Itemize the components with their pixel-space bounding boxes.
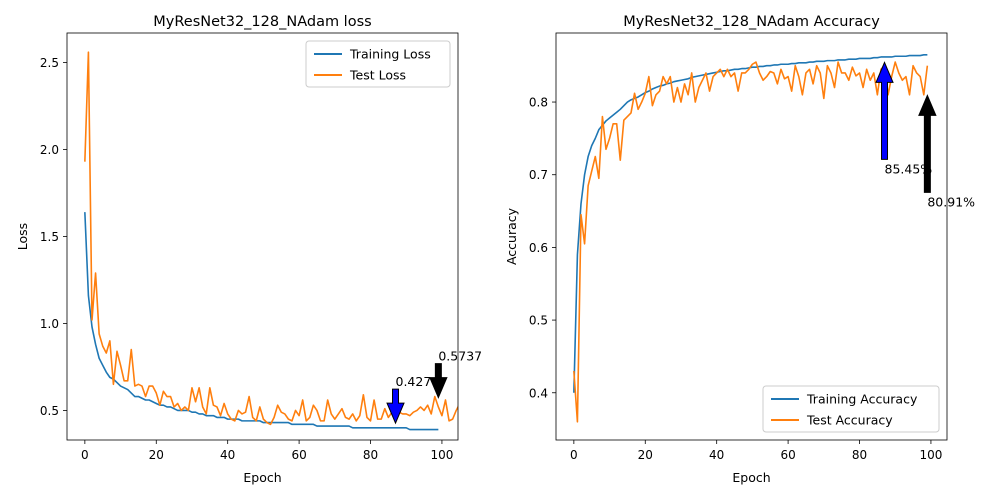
chart-1-annotation-last-arrow [918,94,937,193]
chart-0-annotation-last-arrow [429,363,448,399]
chart-0-series-test-line [84,51,458,426]
chart-1-xtick-label: 40 [709,448,724,462]
chart-0-annotation-last: 0.5737 [429,349,482,399]
chart-1-ytick-label: 0.5 [529,314,548,328]
chart-0-ytick-label: 0.5 [40,404,59,418]
chart-0-annotation-last-label: 0.5737 [438,349,482,364]
chart-1-annotation-last-label: 80.91% [927,194,975,209]
chart-1-axes-frame [555,32,948,441]
chart-0-legend: Training Loss Test Loss [305,40,451,88]
chart-1-annotation-best-label: 85.45% [885,161,933,176]
chart-1-annotation-best-arrow [875,61,894,160]
chart-1-xtick-label: 20 [638,448,653,462]
chart-0-ylabel: Loss [15,223,30,250]
chart-0-axes-frame [66,32,459,441]
chart-0-xtick-label: 0 [81,448,89,462]
chart-1-ytick-label: 0.4 [529,386,548,400]
chart-1-ytick-label: 0.8 [529,96,548,110]
chart-1-legend: Training Accuracy Test Accuracy [762,385,940,433]
chart-0-xtick-label: 80 [363,448,378,462]
chart-1-legend-box [762,385,940,433]
chart-1-title: MyResNet32_128_NAdam Accuracy [623,14,880,30]
chart-0-xtick-label: 20 [149,448,164,462]
chart-0-title: MyResNet32_128_NAdam loss [153,14,371,30]
chart-0-annotation-best-label: 0.427 [396,374,432,389]
chart-0-panel: MyResNet32_128_NAdam loss 0 20 40 60 80 100 0.5… [15,14,482,485]
chart-1-xtick-label: 60 [780,448,795,462]
chart-1-ytick-label: 0.6 [529,241,548,255]
chart-0-xlabel: Epoch [243,470,281,485]
chart-1-annotation-last: 80.91% [918,94,975,209]
chart-0-annotation-best: 0.427 [386,374,432,425]
chart-1-ytick-label: 0.7 [529,168,548,182]
chart-0-ytick-label: 2.5 [40,56,59,70]
chart-1-xtick-label: 100 [919,448,942,462]
chart-1-legend-label-test: Test Accuracy [806,413,893,428]
chart-1-legend-label-training: Training Accuracy [806,392,918,407]
chart-1-xtick-label: 0 [570,448,578,462]
chart-0-ytick-label: 2.0 [40,143,59,157]
chart-0-xtick-label: 60 [291,448,306,462]
chart-0-series-training-line [84,212,439,431]
chart-1-panel: MyResNet32_128_NAdam Accuracy 0 20 40 60 80 10… [504,14,975,485]
chart-1-ylabel: Accuracy [504,207,519,265]
chart-0-xtick-label: 100 [430,448,453,462]
chart-1-annotation-best: 85.45% [875,61,933,176]
chart-1-xtick-label: 80 [852,448,867,462]
chart-0-ytick-label: 1.0 [40,317,59,331]
chart-0-annotation-best-arrow [386,388,405,425]
chart-0-legend-label-test: Test Loss [349,68,406,83]
chart-0-xtick-label: 40 [220,448,235,462]
chart-1-series-test-line [573,61,929,423]
chart-0-ytick-label: 1.5 [40,230,59,244]
chart-1-xlabel: Epoch [732,470,770,485]
chart-0-legend-label-training: Training Loss [349,47,431,62]
